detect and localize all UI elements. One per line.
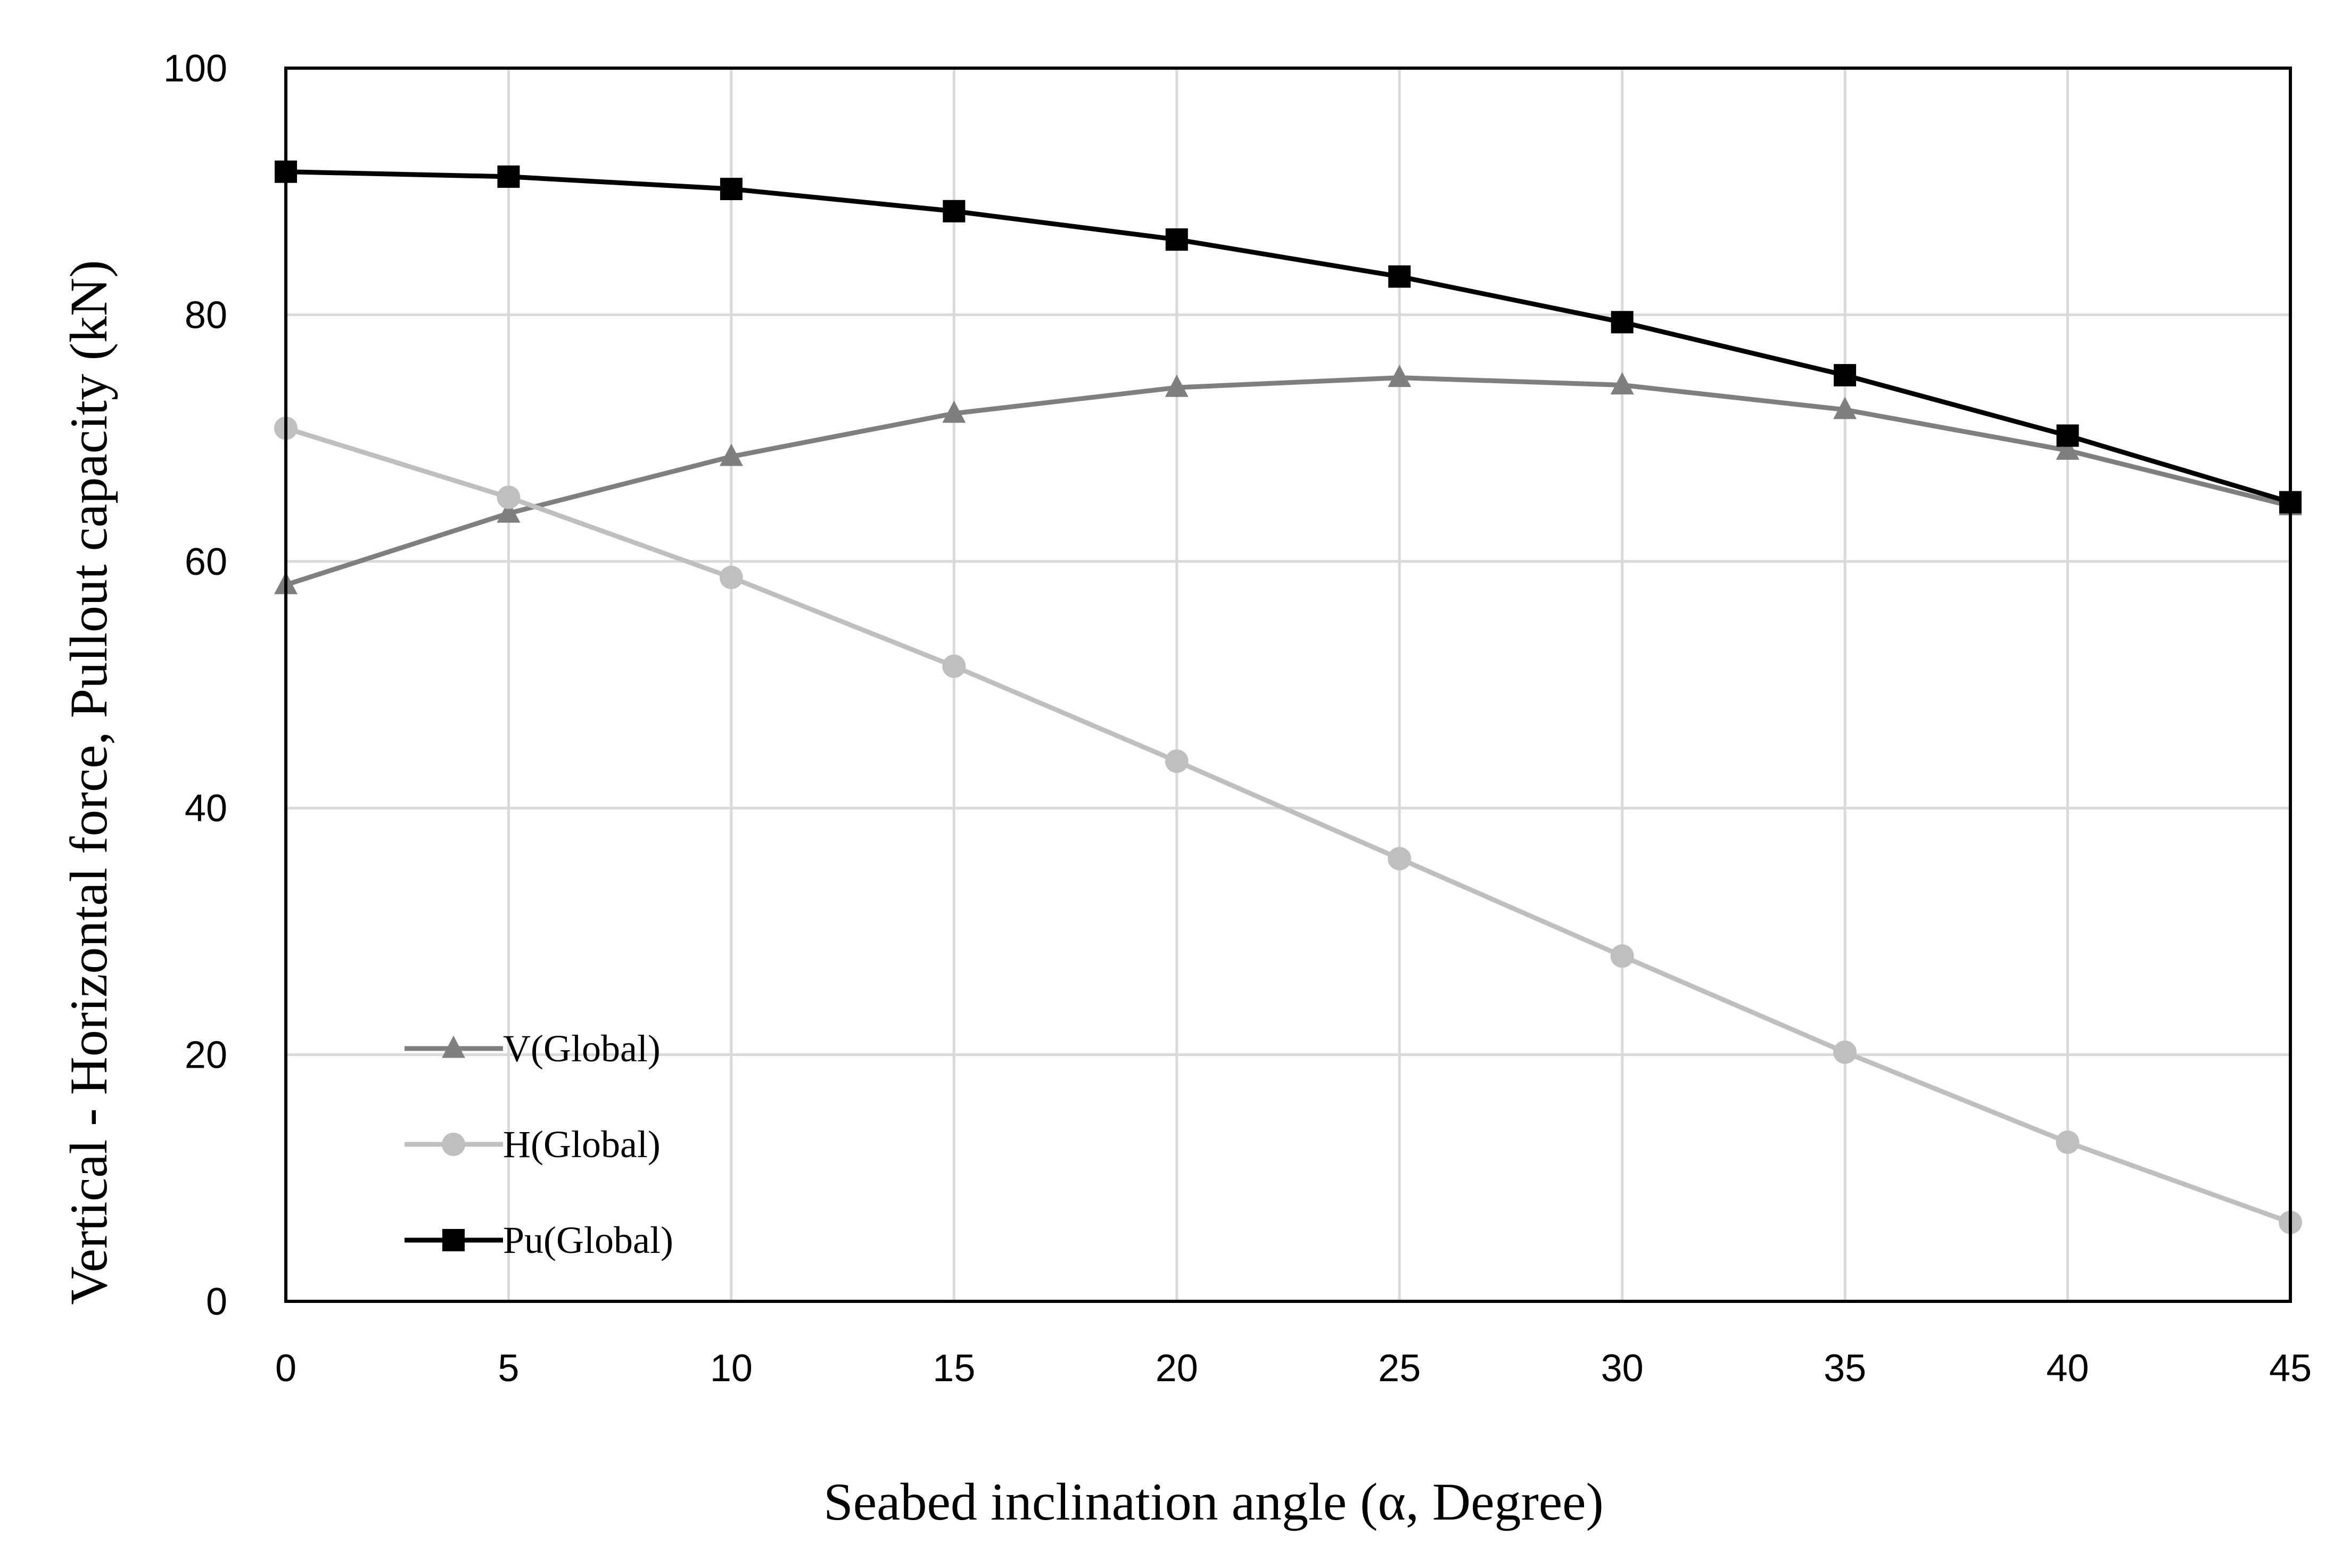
data-point-square-marker bbox=[943, 200, 966, 222]
data-point-circle-marker bbox=[1165, 749, 1189, 773]
data-point-triangle-marker bbox=[497, 500, 521, 523]
tick-labels: 0 5 10 15 20 25 30 35 40 45 0 20 40 60 80 100 bbox=[163, 47, 2312, 1390]
data-point-square-marker bbox=[1834, 364, 1857, 386]
data-point-circle-marker bbox=[1833, 1040, 1857, 1064]
x-tick-label: 0 bbox=[275, 1347, 296, 1390]
legend-entry-1: V(Global) bbox=[405, 1027, 661, 1070]
x-tick-label: 15 bbox=[933, 1347, 975, 1390]
data-point-triangle-marker bbox=[1165, 374, 1189, 397]
data-point-circle-marker bbox=[719, 565, 743, 589]
x-tick-label: 10 bbox=[710, 1347, 753, 1390]
series-3-line bbox=[285, 169, 2291, 505]
data-point-triangle-marker bbox=[1388, 365, 1412, 387]
legend-sample-triangle-marker bbox=[442, 1035, 465, 1058]
data-point-triangle-marker bbox=[1833, 397, 1857, 419]
data-point-triangle-marker bbox=[942, 400, 966, 423]
x-tick-label: 35 bbox=[1824, 1347, 1866, 1390]
data-point-square-marker bbox=[1165, 228, 1188, 251]
y-tick-label: 60 bbox=[185, 541, 227, 583]
x-tick-label: 40 bbox=[2047, 1347, 2089, 1390]
legend-label: V(Global) bbox=[503, 1027, 661, 1070]
data-point-square-marker bbox=[720, 178, 743, 201]
data-point-square-marker bbox=[1611, 311, 1634, 334]
data-point-circle-marker bbox=[497, 485, 521, 509]
y-tick-label: 100 bbox=[163, 47, 227, 90]
series-2-line bbox=[285, 426, 2291, 1225]
legend-label: H(Global) bbox=[503, 1123, 661, 1166]
y-axis-title: Vertical - Horizontal force, Pullout cap… bbox=[59, 260, 118, 1305]
data-point-triangle-marker bbox=[2056, 438, 2080, 460]
x-tick-label: 20 bbox=[1156, 1347, 1198, 1390]
series-1-line bbox=[285, 375, 2291, 588]
legend-sample-square-marker bbox=[442, 1229, 465, 1251]
legend-label: Pu(Global) bbox=[503, 1219, 673, 1261]
x-tick-label: 5 bbox=[498, 1347, 519, 1390]
data-point-square-marker bbox=[497, 165, 520, 188]
series-2 bbox=[274, 416, 2302, 1234]
x-tick-label: 45 bbox=[2269, 1347, 2312, 1390]
data-point-triangle-marker bbox=[719, 443, 743, 466]
y-tick-label: 20 bbox=[185, 1034, 227, 1077]
data-point-circle-marker bbox=[2056, 1130, 2080, 1154]
data-point-square-marker bbox=[2056, 424, 2079, 447]
data-point-triangle-marker bbox=[1610, 372, 1634, 395]
x-tick-label: 30 bbox=[1601, 1347, 1644, 1390]
legend-sample-circle-marker bbox=[442, 1133, 465, 1156]
y-tick-label: 0 bbox=[206, 1281, 227, 1323]
data-point-square-marker bbox=[1388, 265, 1411, 288]
y-tick-label: 40 bbox=[185, 787, 227, 830]
data-point-circle-marker bbox=[1388, 847, 1412, 871]
data-point-circle-marker bbox=[942, 654, 966, 678]
x-tick-label: 25 bbox=[1378, 1347, 1421, 1390]
x-axis-title: Seabed inclination angle (α, Degree) bbox=[823, 1472, 1604, 1531]
data-point-circle-marker bbox=[1610, 944, 1634, 968]
series-layer bbox=[274, 160, 2302, 1234]
plot-area-border bbox=[284, 67, 2292, 1303]
y-tick-label: 80 bbox=[185, 294, 227, 336]
legend: V(Global) H(Global) Pu(Global) bbox=[405, 1027, 673, 1261]
legend-entry-2: H(Global) bbox=[405, 1123, 661, 1166]
legend-entry-3: Pu(Global) bbox=[405, 1219, 673, 1261]
